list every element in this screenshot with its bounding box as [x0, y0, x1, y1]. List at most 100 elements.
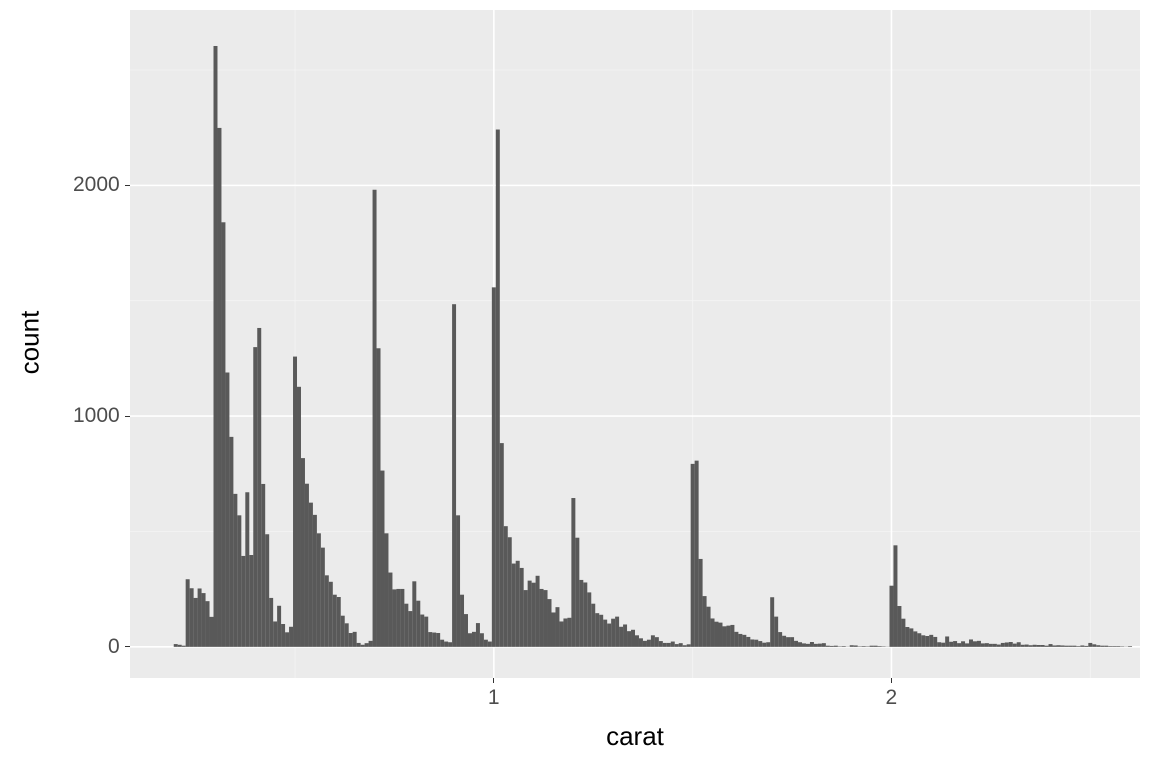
- histogram-bar: [217, 128, 221, 647]
- y-tick-mark: [125, 416, 130, 417]
- histogram-bar: [210, 617, 214, 647]
- histogram-bar: [516, 561, 520, 647]
- y-tick-label: 2000: [73, 173, 120, 197]
- plot-panel: [130, 10, 1140, 678]
- x-tick-label: 1: [488, 686, 500, 710]
- histogram-bar: [305, 484, 309, 647]
- histogram-bar: [822, 643, 826, 647]
- histogram-bar: [695, 461, 699, 647]
- histogram-bar: [544, 590, 548, 647]
- histogram-bar: [1112, 646, 1116, 647]
- histogram-bar: [595, 613, 599, 647]
- histogram-bar: [237, 515, 241, 647]
- histogram-bar: [1064, 646, 1068, 647]
- histogram-bar: [993, 644, 997, 647]
- histogram-bar: [810, 642, 814, 647]
- histogram-bar: [711, 618, 715, 646]
- histogram-bar: [917, 633, 921, 647]
- histogram-bar: [532, 583, 536, 647]
- histogram-bar: [651, 635, 655, 647]
- histogram-bar: [599, 615, 603, 647]
- histogram-bar: [977, 641, 981, 647]
- histogram-bar: [929, 635, 933, 647]
- x-axis-title: carat: [130, 721, 1140, 752]
- histogram-bar: [782, 636, 786, 647]
- histogram-bar: [436, 633, 440, 647]
- histogram-bar: [472, 632, 476, 647]
- y-tick-mark: [125, 646, 130, 647]
- histogram-bar: [933, 637, 937, 647]
- histogram-bar: [1009, 642, 1013, 647]
- histogram-bar: [452, 304, 456, 647]
- histogram-bar: [985, 643, 989, 647]
- histogram-bar: [901, 619, 905, 647]
- histogram-bar: [941, 643, 945, 647]
- histogram-bar: [357, 643, 361, 647]
- histogram-bar: [619, 627, 623, 647]
- histogram-bar: [432, 633, 436, 647]
- histogram-bar: [1041, 645, 1045, 647]
- histogram-bar: [1076, 646, 1080, 647]
- histogram-bar: [551, 612, 555, 646]
- histogram-bar: [289, 627, 293, 647]
- histogram-bar: [548, 599, 552, 647]
- histogram-bar: [1001, 643, 1005, 647]
- histogram-bar: [400, 589, 404, 647]
- histogram-bar: [671, 642, 675, 647]
- histogram-bar: [905, 627, 909, 647]
- histogram-bar: [997, 645, 1001, 647]
- histogram-bar: [746, 637, 750, 647]
- histogram-bar: [683, 645, 687, 647]
- histogram-bar: [229, 437, 233, 647]
- histogram-bar: [722, 626, 726, 647]
- x-tick-mark: [891, 678, 892, 683]
- histogram-bar: [957, 643, 961, 647]
- histogram-bar: [679, 643, 683, 647]
- histogram-bar: [241, 556, 245, 647]
- histogram-bar: [591, 604, 595, 647]
- histogram-bar: [365, 643, 369, 647]
- histogram-bar: [1017, 642, 1021, 647]
- histogram-bar: [1060, 645, 1064, 646]
- histogram-bar: [186, 579, 190, 647]
- histogram-bar: [476, 623, 480, 647]
- histogram-bar: [182, 646, 186, 647]
- histogram-bar: [973, 641, 977, 647]
- histogram-bar: [377, 348, 381, 647]
- histogram-bar: [520, 568, 524, 647]
- histogram-bar: [909, 628, 913, 646]
- histogram-bar: [536, 576, 540, 647]
- histogram-bar: [504, 526, 508, 647]
- histogram-bar: [321, 548, 325, 647]
- histogram-bar: [392, 589, 396, 646]
- histogram-bar: [412, 581, 416, 647]
- histogram-bar: [563, 618, 567, 646]
- histogram-bar: [559, 621, 563, 646]
- histogram-bar: [1116, 646, 1120, 647]
- histogram-bar: [448, 642, 452, 647]
- histogram-bar: [734, 632, 738, 647]
- histogram-bar: [345, 623, 349, 647]
- histogram-bar: [814, 644, 818, 647]
- histogram-bar: [631, 630, 635, 647]
- histogram-bar: [981, 643, 985, 646]
- histogram-bar: [404, 604, 408, 647]
- histogram-bar: [333, 595, 337, 647]
- histogram-bar: [583, 582, 587, 646]
- histogram-bar: [579, 580, 583, 647]
- histogram-bar: [313, 515, 317, 647]
- histogram-bar: [794, 641, 798, 647]
- histogram-bar: [1025, 645, 1029, 647]
- histogram-bar: [1033, 645, 1037, 647]
- histogram-bar: [381, 471, 385, 647]
- chart-figure: count carat 12010002000: [0, 0, 1152, 768]
- histogram-bar: [512, 564, 516, 647]
- histogram-bar: [790, 637, 794, 647]
- histogram-bar: [969, 639, 973, 646]
- histogram-bar: [325, 575, 329, 647]
- histogram-bar: [893, 545, 897, 647]
- histogram-bar: [603, 620, 607, 647]
- histogram-bar: [770, 597, 774, 647]
- histogram-bar: [703, 596, 707, 647]
- histogram-bar: [1056, 645, 1060, 647]
